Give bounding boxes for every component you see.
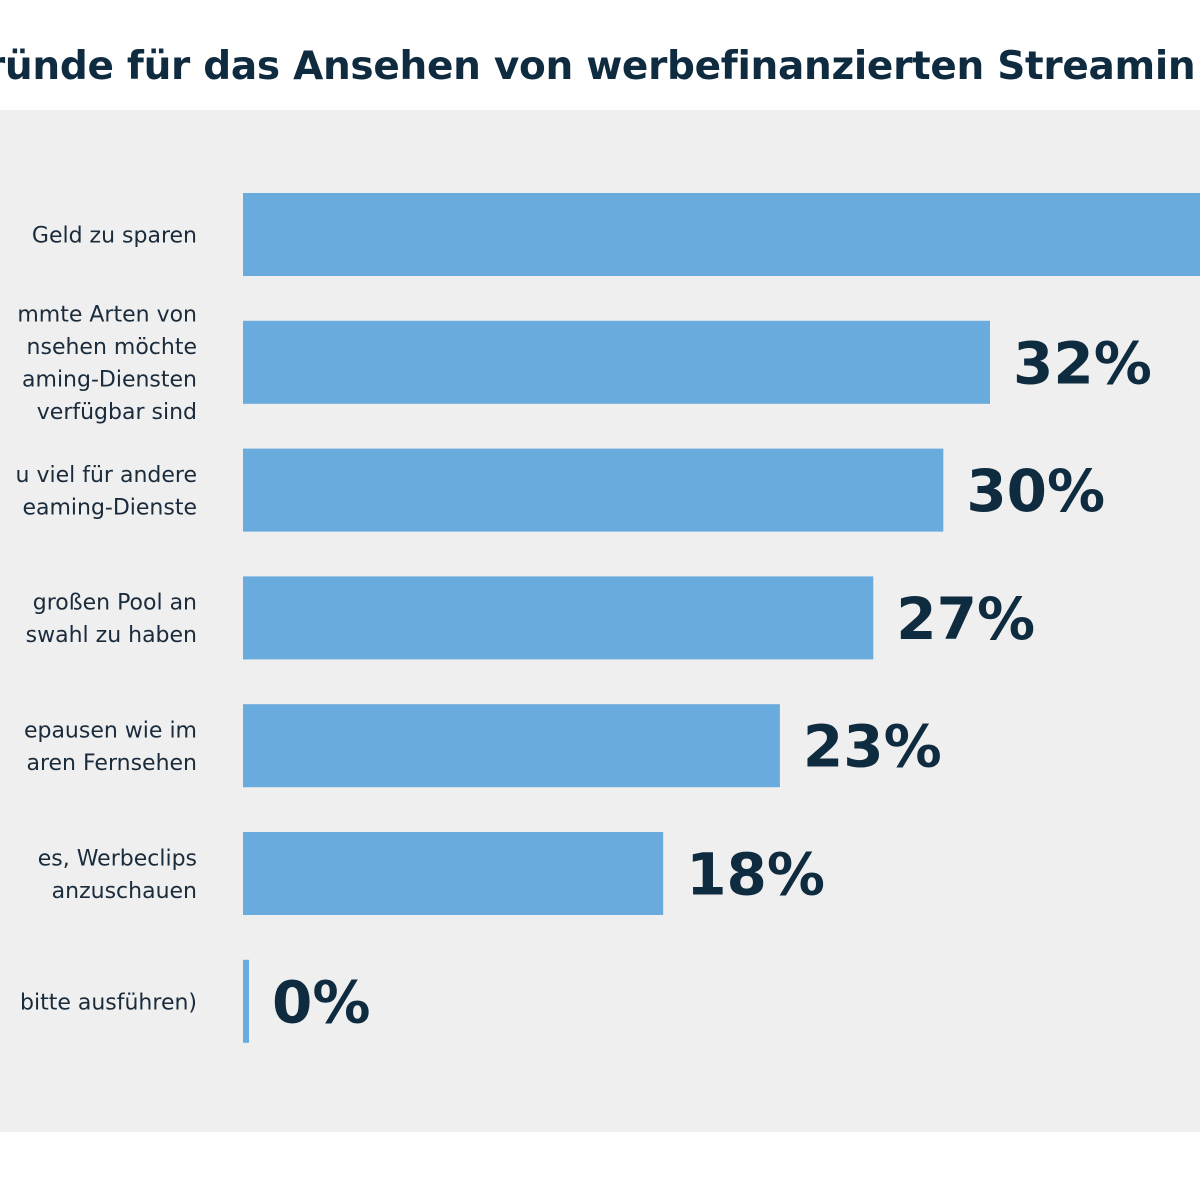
category-label-2: u viel für andere eaming-Dienste: [16, 463, 197, 520]
value-label-4: 23%: [803, 713, 942, 781]
category-label-line: aming-Diensten: [22, 368, 197, 393]
category-label-6: bitte ausführen): [20, 990, 197, 1015]
category-label-line: anzuschauen: [52, 879, 197, 904]
category-label-line: swahl zu haben: [26, 623, 197, 648]
value-label-3: 27%: [896, 585, 1035, 653]
category-label-line: großen Pool an: [33, 591, 197, 616]
value-label-6: 0%: [272, 968, 370, 1036]
bar-0: [243, 193, 1200, 276]
bar-4: [243, 704, 780, 788]
category-label-1: mmte Arten von nsehen möchte aming-Dienste…: [17, 303, 197, 426]
value-label-5: 18%: [686, 841, 825, 909]
category-label-line: Geld zu sparen: [32, 224, 197, 249]
value-label-1: 32%: [1013, 329, 1152, 397]
category-label-line: verfügbar sind: [37, 400, 197, 425]
category-label-4: epausen wie im aren Fernsehen: [24, 718, 197, 776]
category-label-line: epausen wie im: [24, 718, 197, 743]
chart-title: ründe für das Ansehen von werbefinanzier…: [0, 44, 1196, 89]
value-label-2: 30%: [966, 457, 1105, 525]
category-label-5: es, Werbeclips anzuschauen: [38, 846, 197, 904]
category-label-line: mmte Arten von: [17, 303, 197, 328]
bar-6: [243, 959, 249, 1043]
category-label-0: Geld zu sparen: [32, 224, 197, 249]
category-label-line: u viel für andere: [16, 463, 197, 488]
category-label-3: großen Pool an swahl zu haben: [26, 591, 197, 649]
category-label-line: bitte ausführen): [20, 990, 197, 1015]
category-label-line: eaming-Dienste: [22, 495, 197, 520]
bar-5: [243, 832, 664, 915]
bar-2: [243, 448, 944, 532]
bar-1: [243, 320, 990, 404]
category-label-line: aren Fernsehen: [26, 751, 197, 776]
bar-3: [243, 576, 874, 660]
category-label-line: es, Werbeclips: [38, 846, 197, 871]
category-label-line: nsehen möchte: [27, 335, 197, 360]
